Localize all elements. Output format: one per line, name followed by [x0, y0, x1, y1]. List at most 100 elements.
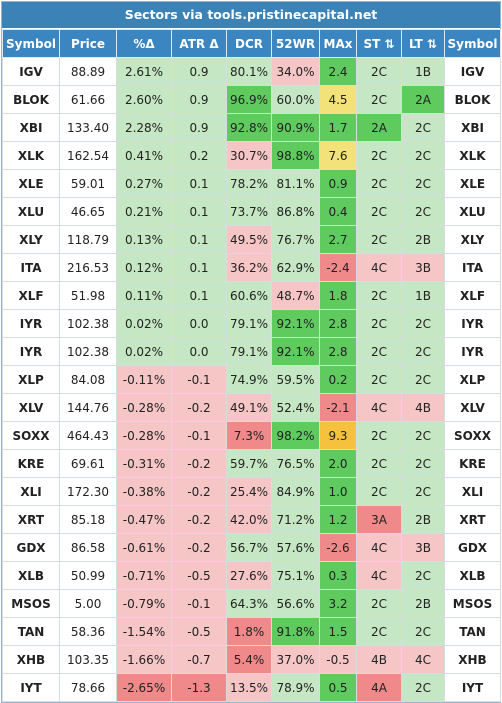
value-cell: 30.7% — [226, 141, 272, 170]
symbol-cell: MSOS — [2, 589, 60, 618]
symbol-cell: TAN — [444, 617, 501, 646]
value-cell: 75.1% — [271, 561, 320, 590]
value-cell: 2C — [401, 141, 445, 170]
value-cell: 2.4 — [319, 57, 357, 86]
value-cell: -0.1 — [171, 421, 227, 450]
value-cell: 50.99 — [59, 561, 117, 590]
symbol-cell: IYR — [444, 309, 501, 338]
value-cell: 2.0 — [319, 449, 357, 478]
value-cell: 2C — [356, 337, 402, 366]
symbol-cell: SOXX — [444, 421, 501, 450]
symbol-cell: XLE — [444, 169, 501, 198]
symbol-cell: XBI — [2, 113, 60, 142]
value-cell: 85.18 — [59, 505, 117, 534]
value-cell: 2.8 — [319, 309, 357, 338]
symbol-cell: XHB — [2, 645, 60, 674]
value-cell: -0.61% — [116, 533, 172, 562]
value-cell: 79.1% — [226, 337, 272, 366]
value-cell: 4C — [401, 645, 445, 674]
value-cell: -0.2 — [171, 449, 227, 478]
value-cell: 0.41% — [116, 141, 172, 170]
value-cell: -0.5 — [171, 617, 227, 646]
value-cell: 1B — [401, 281, 445, 310]
value-cell: 0.02% — [116, 337, 172, 366]
value-cell: 2C — [356, 477, 402, 506]
value-cell: 57.6% — [271, 533, 320, 562]
value-cell: -0.28% — [116, 421, 172, 450]
value-cell: -0.2 — [171, 477, 227, 506]
value-cell: 27.6% — [226, 561, 272, 590]
value-cell: 49.1% — [226, 393, 272, 422]
value-cell: 1.5 — [319, 617, 357, 646]
value-cell: -0.31% — [116, 449, 172, 478]
value-cell: 2C — [401, 561, 445, 590]
value-cell: 133.40 — [59, 113, 117, 142]
value-cell: 96.9% — [226, 85, 272, 114]
table-row: IGV 88.89 2.61% 0.9 80.1% 34.0% 2.4 2C 1B IGV — [2, 57, 501, 86]
value-cell: 60.6% — [226, 281, 272, 310]
value-cell: 4C — [356, 253, 402, 282]
value-cell: 9.3 — [319, 421, 357, 450]
column-header: Price — [59, 29, 117, 58]
value-cell: 37.0% — [271, 645, 320, 674]
value-cell: -0.2 — [171, 393, 227, 422]
value-cell: 69.61 — [59, 449, 117, 478]
table-row: IYR 102.38 0.02% 0.0 79.1% 92.1% 2.8 2C 2C IYR — [2, 309, 501, 338]
value-cell: 91.8% — [271, 617, 320, 646]
value-cell: 88.89 — [59, 57, 117, 86]
symbol-cell: TAN — [2, 617, 60, 646]
value-cell: 2C — [401, 421, 445, 450]
value-cell: 0.9 — [171, 85, 227, 114]
value-cell: 464.43 — [59, 421, 117, 450]
value-cell: 4B — [401, 393, 445, 422]
value-cell: 2C — [401, 309, 445, 338]
table-row: SOXX 464.43 -0.28% -0.1 7.3% 98.2% 9.3 2C 2C SOXX — [2, 421, 501, 450]
value-cell: -0.7 — [171, 645, 227, 674]
value-cell: 0.4 — [319, 197, 357, 226]
symbol-cell: XRT — [2, 505, 60, 534]
value-cell: 2C — [356, 449, 402, 478]
value-cell: 2C — [356, 57, 402, 86]
value-cell: -0.47% — [116, 505, 172, 534]
value-cell: 1.7 — [319, 113, 357, 142]
value-cell: 4C — [356, 393, 402, 422]
value-cell: 102.38 — [59, 337, 117, 366]
value-cell: 0.0 — [171, 309, 227, 338]
value-cell: 3.2 — [319, 589, 357, 618]
symbol-cell: XLF — [444, 281, 501, 310]
value-cell: 86.8% — [271, 197, 320, 226]
value-cell: 1.2 — [319, 505, 357, 534]
value-cell: -0.1 — [171, 589, 227, 618]
table-row: BLOK 61.66 2.60% 0.9 96.9% 60.0% 4.5 2C 2A BLOK — [2, 85, 501, 114]
value-cell: 46.65 — [59, 197, 117, 226]
value-cell: -0.28% — [116, 393, 172, 422]
value-cell: 58.36 — [59, 617, 117, 646]
sector-table: Symbol Price %Δ ATR Δ DCR 52WR MAx ST ⇅ LT ⇅ Symb… — [2, 29, 501, 702]
value-cell: 0.0 — [171, 337, 227, 366]
value-cell: 7.3% — [226, 421, 272, 450]
table-row: XHB 103.35 -1.66% -0.7 5.4% 37.0% -0.5 4B 4C XHB — [2, 645, 501, 674]
table-row: XLY 118.79 0.13% 0.1 49.5% 76.7% 2.7 2C 2B XLY — [2, 225, 501, 254]
value-cell: 2C — [356, 309, 402, 338]
value-cell: 3B — [401, 533, 445, 562]
value-cell: 51.98 — [59, 281, 117, 310]
value-cell: 2C — [401, 337, 445, 366]
value-cell: 102.38 — [59, 309, 117, 338]
value-cell: 144.76 — [59, 393, 117, 422]
value-cell: 3B — [401, 253, 445, 282]
value-cell: 13.5% — [226, 673, 272, 702]
value-cell: 7.6 — [319, 141, 357, 170]
value-cell: 2C — [356, 225, 402, 254]
table-row: XLU 46.65 0.21% 0.1 73.7% 86.8% 0.4 2C 2C XLU — [2, 197, 501, 226]
symbol-cell: SOXX — [2, 421, 60, 450]
value-cell: 62.9% — [271, 253, 320, 282]
value-cell: 5.00 — [59, 589, 117, 618]
value-cell: 61.66 — [59, 85, 117, 114]
value-cell: 2C — [401, 169, 445, 198]
value-cell: 0.21% — [116, 197, 172, 226]
value-cell: 76.7% — [271, 225, 320, 254]
value-cell: 2C — [356, 281, 402, 310]
symbol-cell: XBI — [444, 113, 501, 142]
